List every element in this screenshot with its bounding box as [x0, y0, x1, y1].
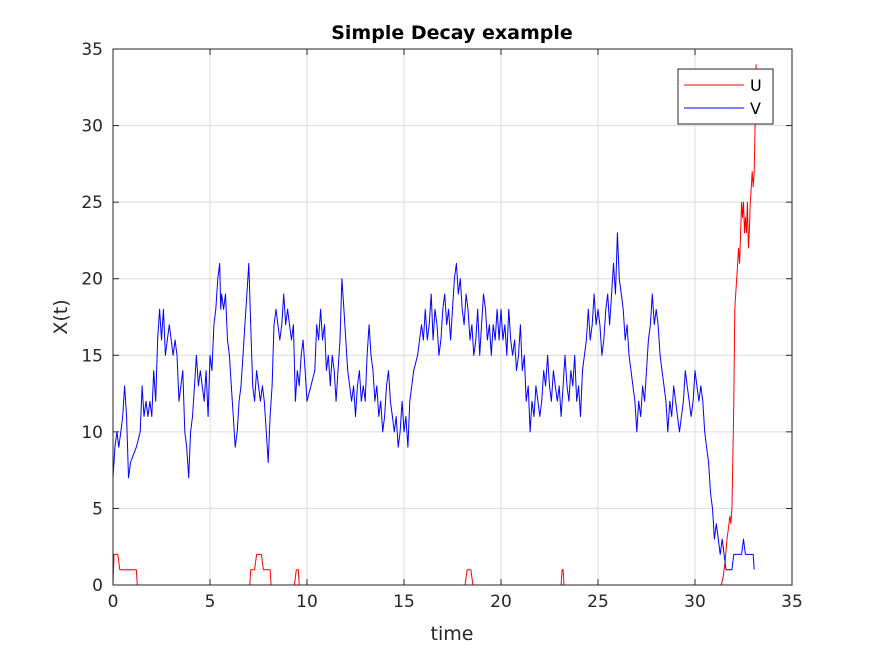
x-axis-label: time	[431, 623, 474, 645]
y-tick-label: 10	[81, 423, 103, 443]
x-tick-label: 20	[490, 592, 512, 612]
x-tick-label: 5	[205, 592, 216, 612]
legend-label-u: U	[750, 76, 762, 95]
series-line-v	[112, 232, 755, 571]
y-tick-label: 5	[92, 499, 103, 519]
legend: U V	[677, 68, 774, 125]
y-tick-label: 25	[81, 193, 103, 213]
legend-box	[677, 68, 774, 125]
legend-label-v: V	[750, 99, 761, 118]
x-tick-label: 15	[393, 592, 415, 612]
y-tick-label: 0	[92, 576, 103, 596]
series-line-u	[112, 64, 757, 586]
x-tick-label: 25	[587, 592, 609, 612]
y-tick-label: 30	[81, 117, 103, 137]
axis-ticks	[112, 48, 793, 586]
y-tick-label: 35	[81, 40, 103, 60]
series-layer	[112, 64, 757, 586]
x-tick-label: 30	[684, 592, 706, 612]
y-tick-label: 20	[81, 270, 103, 290]
y-tick-labels: 0 5 10 15 20 25 30 35	[81, 40, 103, 596]
x-tick-label: 10	[296, 592, 318, 612]
x-tick-label: 0	[108, 592, 119, 612]
x-tick-labels: 0 5 10 15 20 25 30 35	[108, 592, 803, 612]
chart-title: Simple Decay example	[331, 22, 573, 44]
x-tick-label: 35	[781, 592, 803, 612]
plot-frame	[112, 48, 793, 586]
y-tick-label: 15	[81, 346, 103, 366]
y-axis-label: X(t)	[50, 299, 72, 334]
